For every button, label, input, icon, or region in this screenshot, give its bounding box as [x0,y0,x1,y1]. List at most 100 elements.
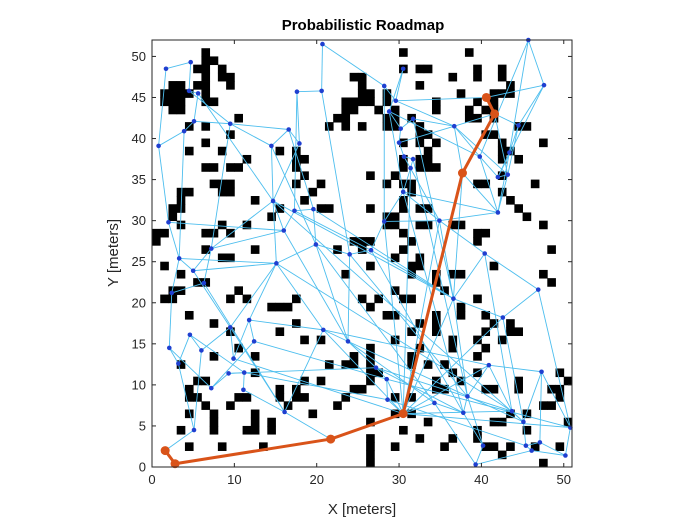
obstacle-cell [514,384,523,394]
obstacle-cell [506,319,515,328]
obstacle-cell [209,97,219,107]
obstacle-cell [176,286,186,295]
roadmap-node [227,121,233,127]
roadmap-node [535,287,541,292]
roadmap-edge [386,378,404,414]
planned-path [163,95,497,466]
obstacle-cell [506,409,515,419]
roadmap-edge [453,298,503,318]
obstacle-cell [349,72,359,82]
obstacle-cell [415,64,425,74]
obstacle-cell [226,179,235,189]
roadmap-edge [233,358,404,415]
obstacle-cell [473,179,482,189]
roadmap-edge [412,118,454,299]
obstacle-cell [547,401,556,410]
roadmap-edge [244,372,388,401]
roadmap-edge [475,450,532,465]
roadmap-edge [158,68,167,146]
obstacle-cell [341,122,351,131]
obstacle-cell [489,130,499,139]
roadmap-edge [229,327,285,413]
roadmap-edge [197,93,274,202]
obstacle-cell [473,294,482,304]
obstacle-cell [176,105,186,115]
roadmap-edge [388,68,404,112]
obstacle-cell [497,335,507,345]
obstacle-cell [209,319,219,328]
roadmap-edge [165,61,191,70]
roadmap-node [313,242,319,247]
roadmap-edge [229,327,234,359]
obstacle-cell [176,425,186,435]
obstacle-cell [399,138,408,148]
obstacle-cell [176,97,186,107]
roadmap-edge [248,319,255,342]
roadmap-edge [502,289,539,318]
obstacle-cell [176,269,186,279]
obstacle-cell [390,442,400,451]
x-axis-ticks: 0 10 20 30 40 50 [148,40,571,487]
obstacle-cell [349,97,359,107]
roadmap-edge [402,317,504,414]
obstacle-cell [357,294,367,304]
obstacle-cell [382,89,392,98]
obstacle-cell [357,237,367,246]
obstacle-cell [316,335,326,345]
obstacle-cell [275,384,285,394]
obstacle-cell [333,401,342,410]
roadmap-edge [539,441,566,456]
obstacle-cell [390,171,400,180]
roadmap-edge [507,125,519,175]
obstacle-cell [201,245,211,254]
obstacle-cell [184,310,194,320]
x-tick-label: 30 [392,472,406,487]
obstacle-cell [160,97,169,107]
obstacle-cell [366,458,375,468]
obstacle-cell [547,245,556,254]
obstacle-cell [423,154,433,164]
obstacle-cell [168,204,178,213]
obstacle-cell [316,204,326,213]
y-tick-label: 50 [132,49,146,64]
obstacle-cell [184,89,194,98]
obstacle-cell [176,360,186,369]
obstacle-cell [201,64,211,74]
obstacle-cell [193,393,202,402]
roadmap-edge [233,319,250,359]
roadmap-edge [402,168,412,414]
roadmap-edge [398,125,455,144]
roadmap-node [320,327,326,333]
obstacle-cell [415,261,425,271]
y-tick-label: 5 [139,418,146,433]
roadmap-edge [462,412,484,446]
roadmap-edge [398,142,405,157]
roadmap-edge [466,396,484,446]
roadmap-edge [228,367,377,374]
obstacle-cell [473,237,482,246]
roadmap-edge [168,347,212,389]
obstacle-cell [481,228,491,238]
obstacle-cell [349,360,359,369]
obstacle-cell [292,294,301,304]
roadmap-edge [171,282,205,294]
obstacle-cell [201,376,211,386]
obstacle-cell [464,105,474,115]
obstacle-cell [432,105,441,115]
roadmap-node [368,247,374,253]
roadmap-edge [193,262,277,272]
roadmap-node [460,410,466,416]
roadmap-node [166,219,171,225]
obstacle-cell [292,384,301,394]
roadmap-edge [467,364,490,397]
obstacle-cell [250,245,260,254]
y-tick-label: 40 [132,131,146,146]
obstacle-cell [473,113,482,123]
obstacle-cell [316,376,326,386]
obstacle-cell [399,425,408,435]
obstacle-cell [234,163,243,172]
roadmap-node [523,443,529,448]
roadmap-node [400,189,406,195]
roadmap-node [539,369,544,375]
roadmap-node [274,261,279,266]
